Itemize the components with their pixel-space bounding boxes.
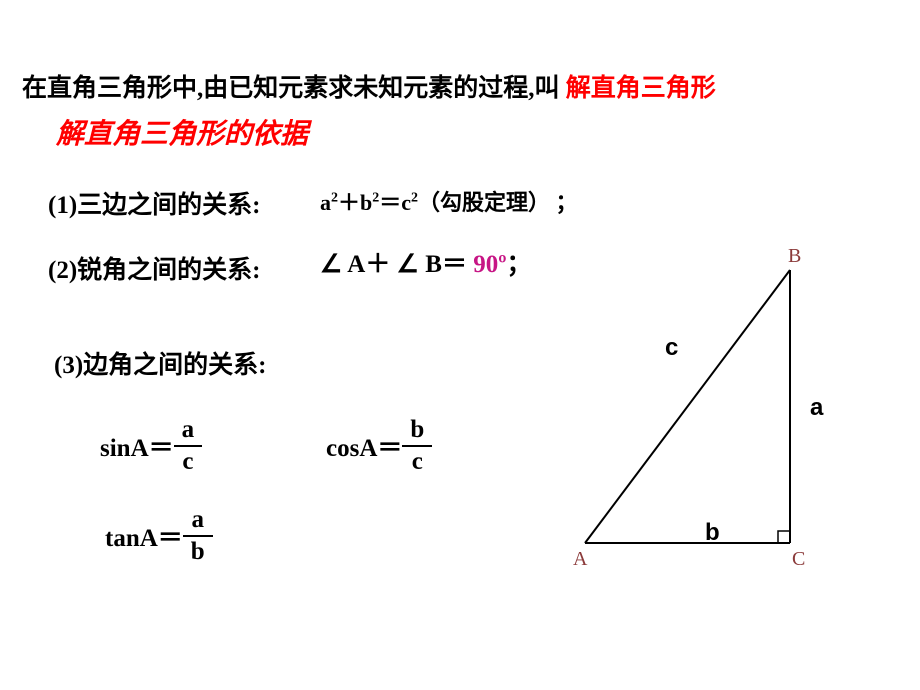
basis-title: 解直角三角形的依据 <box>56 112 308 152</box>
item1-label: (1)三边之间的关系: <box>48 185 260 221</box>
cos-fraction: b c <box>402 415 432 477</box>
item2-label: (2)锐角之间的关系: <box>48 250 260 286</box>
right-triangle-diagram: A B Ca b c <box>565 240 885 580</box>
sin-label: sinA＝ <box>100 428 174 464</box>
svg-text:b: b <box>705 519 720 546</box>
svg-text:c: c <box>665 334 678 361</box>
tan-label: tanA＝ <box>105 518 183 554</box>
tan-fraction: a b <box>183 505 213 567</box>
cos-label: cosA＝ <box>326 428 402 464</box>
sin-formula: sinA＝ a c <box>100 415 202 477</box>
definition-red: 解直角三角形 <box>566 75 716 102</box>
sin-fraction: a c <box>174 415 203 477</box>
definition-black: 在直角三角形中,由已知元素求未知元素的过程,叫 <box>22 75 560 102</box>
svg-text:A: A <box>573 548 588 570</box>
item1-formula: a2＋b2＝c2（勾股定理） ； <box>320 185 578 217</box>
svg-text:a: a <box>810 394 824 421</box>
cos-formula: cosA＝ b c <box>326 415 432 477</box>
svg-text:C: C <box>792 548 805 570</box>
svg-text:B: B <box>788 245 801 267</box>
definition-line: 在直角三角形中,由已知元素求未知元素的过程,叫 解直角三角形 <box>22 68 716 104</box>
tan-formula: tanA＝ a b <box>105 505 213 567</box>
item2-formula: ∠ A＋ ∠ B＝ 90º； <box>320 244 532 280</box>
item3-label: (3)边角之间的关系: <box>54 345 266 381</box>
